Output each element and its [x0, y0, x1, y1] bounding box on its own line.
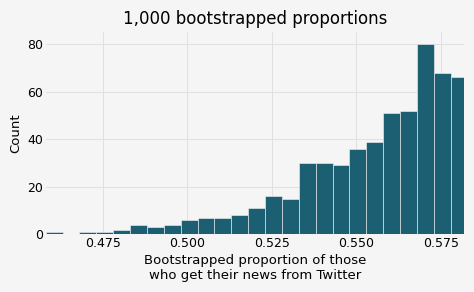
- X-axis label: Bootstrapped proportion of those
who get their news from Twitter: Bootstrapped proportion of those who get…: [144, 254, 366, 282]
- Bar: [383, 113, 400, 234]
- Bar: [46, 232, 63, 234]
- Title: 1,000 bootstrapped proportions: 1,000 bootstrapped proportions: [123, 10, 387, 28]
- Bar: [198, 218, 214, 234]
- Bar: [96, 232, 113, 234]
- Bar: [265, 196, 282, 234]
- Bar: [181, 220, 198, 234]
- Bar: [333, 165, 349, 234]
- Bar: [299, 163, 316, 234]
- Bar: [214, 218, 231, 234]
- Bar: [316, 163, 333, 234]
- Bar: [400, 111, 417, 234]
- Bar: [147, 227, 164, 234]
- Bar: [434, 72, 451, 234]
- Bar: [248, 208, 265, 234]
- Bar: [366, 142, 383, 234]
- Y-axis label: Count: Count: [10, 113, 23, 153]
- Bar: [231, 215, 248, 234]
- Bar: [80, 232, 96, 234]
- Bar: [130, 225, 147, 234]
- Bar: [349, 149, 366, 234]
- Bar: [451, 77, 468, 234]
- Bar: [282, 199, 299, 234]
- Bar: [417, 44, 434, 234]
- Bar: [164, 225, 181, 234]
- Bar: [113, 230, 130, 234]
